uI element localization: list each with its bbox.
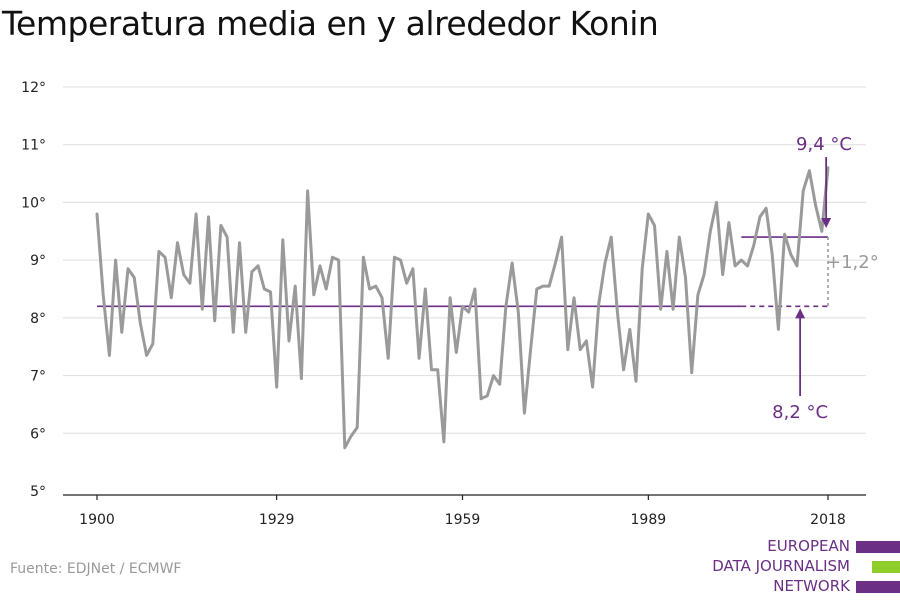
x-tick-label: 1959 [445, 512, 481, 528]
x-tick-label: 1989 [631, 512, 667, 528]
baseline-arrow-head [795, 308, 806, 319]
temperature-series-line [95, 166, 830, 450]
difference-label: +1,2° [826, 252, 879, 273]
y-tick-label: 6° [30, 426, 46, 442]
logo-line-network: NETWORK [773, 577, 850, 595]
y-tick-label: 8° [30, 311, 46, 327]
logo-bar-middle [872, 561, 900, 573]
x-tick-label: 1900 [79, 512, 115, 528]
x-tick-label: 1929 [259, 512, 295, 528]
logo-bar-bottom [856, 581, 900, 593]
source-note: Fuente: EDJNet / ECMWF [10, 561, 182, 577]
y-tick-label: 7° [30, 369, 46, 385]
recent-value-label: 9,4 °C [796, 134, 852, 155]
recent-arrow-head [821, 218, 832, 229]
baseline-value-label: 8,2 °C [772, 402, 828, 423]
edjnet-logo: EUROPEAN DATA JOURNALISM NETWORK [700, 537, 900, 597]
logo-line-european: EUROPEAN [767, 537, 850, 555]
chart-title: Temperatura media en y alrededor Konin [2, 4, 659, 43]
y-tick-label: 9° [30, 253, 46, 269]
logo-bar-top [856, 541, 900, 553]
y-tick-label: 12° [21, 80, 46, 96]
logo-line-data-journalism: DATA JOURNALISM [712, 557, 850, 575]
y-tick-label: 5° [30, 484, 46, 500]
y-tick-label: 10° [21, 195, 46, 211]
x-tick-label: 2018 [810, 512, 846, 528]
y-tick-label: 11° [21, 138, 46, 154]
